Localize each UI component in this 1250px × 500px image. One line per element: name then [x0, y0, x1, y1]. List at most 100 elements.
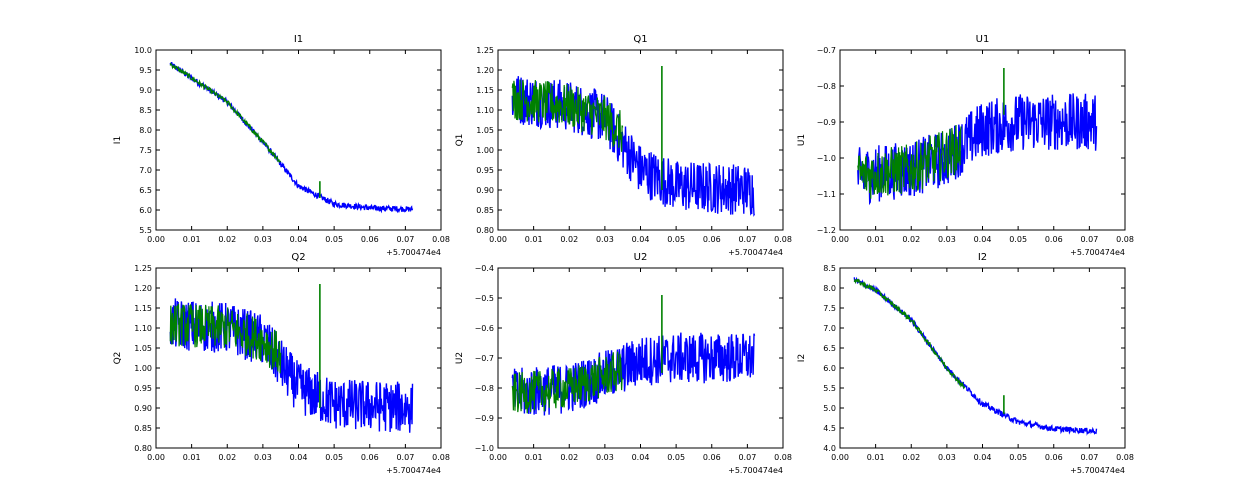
- x-tick-label: 0.05: [1009, 235, 1027, 244]
- x-tick-label: 0.01: [183, 235, 201, 244]
- y-tick-label: −0.4: [475, 264, 494, 273]
- y-tick-label: −1.0: [475, 444, 494, 453]
- y-tick-label: 9.0: [139, 86, 152, 95]
- x-tick-label: 0.01: [867, 453, 885, 462]
- x-offset-label: +5.700474e4: [1070, 248, 1125, 257]
- series-line: [853, 276, 1098, 436]
- x-tick-label: 0.05: [667, 453, 685, 462]
- x-tick-label: 0.03: [938, 235, 956, 244]
- y-tick-label: 6.5: [139, 186, 152, 195]
- y-axis-label: U2: [455, 352, 465, 364]
- series-line: [169, 303, 282, 374]
- y-axis-label: U1: [797, 134, 807, 146]
- y-tick-label: 0.90: [476, 186, 494, 195]
- y-tick-label: 9.5: [139, 66, 152, 75]
- y-tick-label: 1.25: [476, 46, 494, 55]
- y-tick-label: 7.0: [823, 324, 836, 333]
- x-offset-label: +5.700474e4: [728, 466, 783, 475]
- y-tick-label: −0.9: [475, 414, 494, 423]
- x-tick-label: 0.04: [290, 235, 308, 244]
- x-tick-label: 0.06: [361, 235, 379, 244]
- x-tick-label: 0.06: [703, 453, 721, 462]
- y-tick-label: −0.7: [817, 46, 836, 55]
- y-tick-label: 6.0: [139, 206, 152, 215]
- x-tick-label: 0.07: [1080, 235, 1098, 244]
- y-tick-label: 1.15: [134, 304, 152, 313]
- x-tick-label: 0.00: [831, 453, 849, 462]
- x-tick-label: 0.06: [1045, 235, 1063, 244]
- series-line: [857, 124, 962, 199]
- plot-area: [511, 66, 756, 217]
- subplot-i1: 0.00 0.01 0.02 0.03 0.04 0.05 0.06 0.07 0.08 5.5 6…: [113, 34, 450, 257]
- x-tick-label: 0.00: [831, 235, 849, 244]
- subplot-q2: 0.00 0.01 0.02 0.03 0.04 0.05 0.06 0.07 0.08 0.80…: [113, 252, 450, 475]
- y-tick-label: 1.05: [476, 126, 494, 135]
- x-tick-label: 0.08: [774, 453, 792, 462]
- x-tick-label: 0.08: [774, 235, 792, 244]
- y-tick-label: 7.0: [139, 166, 152, 175]
- x-tick-label: 0.04: [974, 453, 992, 462]
- x-tick-label: 0.05: [667, 235, 685, 244]
- y-tick-label: −0.9: [817, 118, 836, 127]
- x-tick-label: 0.03: [254, 453, 272, 462]
- axes-frame: [155, 49, 442, 231]
- y-tick-label: 1.05: [134, 344, 152, 353]
- x-offset-label: +5.700474e4: [728, 248, 783, 257]
- x-tick-label: 0.06: [703, 235, 721, 244]
- x-tick-label: 0.01: [525, 235, 543, 244]
- x-offset-label: +5.700474e4: [386, 466, 441, 475]
- x-tick-label: 0.06: [361, 453, 379, 462]
- x-tick-label: 0.03: [596, 453, 614, 462]
- y-tick-label: 1.00: [134, 364, 152, 373]
- y-tick-label: 0.85: [134, 424, 152, 433]
- y-tick-label: 1.25: [134, 264, 152, 273]
- x-tick-label: 0.04: [290, 453, 308, 462]
- series-line: [511, 79, 624, 152]
- subplot-u2: 0.00 0.01 0.02 0.03 0.04 0.05 0.06 0.07 0.08 −1.0…: [455, 252, 792, 475]
- subplot-title: Q1: [633, 34, 647, 45]
- x-tick-label: 0.04: [632, 453, 650, 462]
- y-tick-label: 1.00: [476, 146, 494, 155]
- y-tick-label: −0.8: [817, 82, 836, 91]
- x-tick-label: 0.02: [560, 235, 578, 244]
- plot-area: [169, 284, 414, 433]
- subplot-q1: 0.00 0.01 0.02 0.03 0.04 0.05 0.06 0.07 0.08 0.80…: [455, 34, 792, 257]
- subplot-title: I2: [978, 252, 987, 263]
- x-tick-label: 0.00: [489, 235, 507, 244]
- y-tick-label: −0.8: [475, 384, 494, 393]
- x-tick-label: 0.04: [632, 235, 650, 244]
- y-tick-label: −0.7: [475, 354, 494, 363]
- y-tick-label: 0.80: [476, 226, 494, 235]
- y-tick-label: 1.15: [476, 86, 494, 95]
- subplot-title: U2: [634, 252, 648, 263]
- series-line: [169, 61, 414, 214]
- y-tick-label: 7.5: [823, 304, 836, 313]
- subplot-title: Q2: [291, 252, 305, 263]
- y-tick-label: 6.0: [823, 364, 836, 373]
- x-tick-label: 0.07: [396, 453, 414, 462]
- x-tick-label: 0.07: [396, 235, 414, 244]
- x-tick-label: 0.05: [325, 453, 343, 462]
- y-axis-label: I1: [113, 136, 123, 144]
- axes-frame: [497, 49, 784, 231]
- y-tick-label: 4.5: [823, 424, 836, 433]
- x-tick-label: 0.00: [147, 235, 165, 244]
- x-tick-label: 0.08: [432, 235, 450, 244]
- series-line: [511, 351, 624, 414]
- plot-area: [853, 276, 1098, 436]
- y-tick-label: −1.0: [817, 154, 836, 163]
- plot-area: [857, 68, 1098, 206]
- x-tick-label: 0.00: [147, 453, 165, 462]
- y-axis-label: I2: [797, 354, 807, 362]
- x-tick-label: 0.00: [489, 453, 507, 462]
- plot-area: [169, 61, 414, 214]
- y-tick-label: 8.0: [823, 284, 836, 293]
- x-tick-label: 0.08: [1116, 453, 1134, 462]
- y-tick-label: 1.20: [134, 284, 152, 293]
- x-offset-label: +5.700474e4: [386, 248, 441, 257]
- plot-area: [511, 295, 756, 416]
- subplot-u1: 0.00 0.01 0.02 0.03 0.04 0.05 0.06 0.07 0.08 −1.2…: [797, 34, 1134, 257]
- x-tick-label: 0.02: [218, 235, 236, 244]
- y-tick-label: 1.10: [476, 106, 494, 115]
